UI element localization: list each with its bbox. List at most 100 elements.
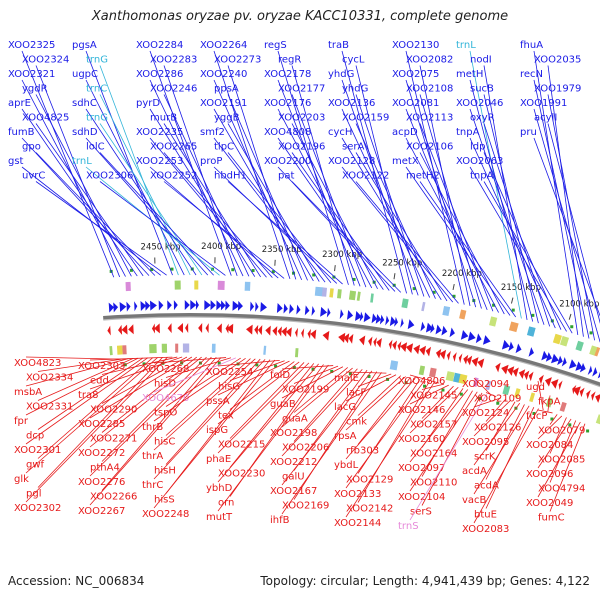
tick-label: 2200 kbp bbox=[442, 269, 482, 279]
gene-label: XOO2206 bbox=[282, 443, 329, 454]
gene-label: pgsA bbox=[72, 40, 97, 51]
gene-arrow bbox=[458, 353, 463, 364]
gene-arrow bbox=[368, 336, 373, 347]
gene-label: pthA4 bbox=[90, 463, 120, 474]
leader-line bbox=[229, 360, 285, 381]
leader-line bbox=[229, 363, 315, 468]
gene-arrow bbox=[265, 325, 271, 336]
gene-label: XOO1979 bbox=[534, 84, 581, 95]
gene-label: XOO2079 bbox=[538, 426, 585, 437]
gene-arrow bbox=[220, 300, 226, 311]
gene-arrow bbox=[394, 316, 399, 327]
leader-line bbox=[405, 166, 511, 316]
gene-label: orn bbox=[218, 498, 234, 509]
leader-line bbox=[277, 137, 384, 290]
gene-label: tnpA bbox=[456, 127, 480, 138]
gene-label: XOO2254 bbox=[206, 367, 253, 378]
gene-label: folD bbox=[270, 370, 290, 381]
leader-line bbox=[473, 397, 502, 408]
leader-line bbox=[227, 181, 343, 285]
gene-label: XOO4806 bbox=[398, 376, 445, 387]
gene-label: XOO2199 bbox=[282, 385, 329, 396]
gene-label: glk bbox=[14, 474, 29, 485]
gene-arrow bbox=[586, 389, 591, 400]
leader-line bbox=[293, 371, 378, 500]
leader-line bbox=[547, 123, 600, 324]
leader-line bbox=[101, 356, 198, 433]
dot-mark bbox=[330, 369, 334, 373]
leader-line bbox=[405, 79, 477, 308]
gene-label: XOO2081 bbox=[392, 98, 439, 109]
gene-arrow bbox=[107, 325, 111, 336]
gene-label: XOO2167 bbox=[270, 486, 317, 497]
gene-label: XOO2108 bbox=[406, 84, 453, 95]
gene-label: ppsA bbox=[214, 84, 239, 95]
cog-block bbox=[401, 298, 409, 309]
leader-line bbox=[547, 65, 584, 337]
gene-arrow bbox=[307, 328, 311, 339]
gene-arrow bbox=[348, 333, 354, 344]
gene-label: XOO2145 bbox=[410, 391, 457, 402]
dot-mark bbox=[452, 294, 456, 298]
leader-line bbox=[217, 361, 300, 425]
gene-label: ybdL bbox=[334, 460, 359, 471]
dot-mark bbox=[441, 388, 445, 392]
gene-arrow bbox=[119, 301, 127, 312]
leader-line bbox=[229, 361, 295, 410]
gene-label: XOO2324 bbox=[22, 55, 69, 66]
gene-label: XOO2083 bbox=[462, 524, 509, 535]
dot-mark bbox=[150, 268, 154, 272]
dot-mark bbox=[129, 268, 133, 272]
gene-arrow bbox=[477, 358, 485, 369]
cog-block bbox=[442, 305, 451, 317]
cog-block bbox=[458, 373, 468, 385]
gene-label: XOO2178 bbox=[264, 69, 311, 80]
leader-line bbox=[483, 65, 528, 321]
leader-line bbox=[25, 357, 139, 416]
dot-mark bbox=[251, 269, 255, 273]
gene-arrow bbox=[281, 326, 287, 337]
gene-arrow bbox=[320, 306, 328, 317]
summary-label: Topology: circular; Length: 4,941,439 bp… bbox=[260, 574, 590, 588]
leader-line bbox=[37, 357, 144, 430]
gene-arrow bbox=[430, 323, 435, 334]
gene-arrow bbox=[592, 366, 598, 377]
cog-block bbox=[472, 377, 479, 387]
gene-arrow bbox=[419, 345, 427, 356]
gene-arrow bbox=[126, 301, 131, 312]
cog-block bbox=[594, 347, 600, 357]
leader-line bbox=[101, 356, 178, 375]
leader-line bbox=[35, 94, 132, 277]
gene-label: scrK bbox=[474, 452, 496, 463]
leader-line bbox=[163, 94, 250, 277]
cog-block bbox=[348, 290, 357, 301]
gene-label: pyrD bbox=[136, 98, 160, 109]
gene-label: mutT bbox=[206, 512, 233, 523]
gene-label: XOO2144 bbox=[334, 518, 381, 529]
gene-arrow bbox=[371, 313, 378, 324]
gene-arrow bbox=[376, 337, 382, 348]
leader-line bbox=[165, 357, 241, 407]
gene-label: uvrC bbox=[22, 171, 45, 182]
gene-arrow bbox=[145, 300, 151, 311]
gene-arrow bbox=[528, 347, 534, 357]
leader-line bbox=[217, 360, 290, 396]
leader-line bbox=[277, 166, 396, 292]
dot-mark bbox=[511, 308, 515, 312]
gene-arrow bbox=[518, 369, 526, 379]
gene-label: proP bbox=[200, 156, 222, 167]
gene-label: thrC bbox=[142, 480, 163, 491]
gene-arrow bbox=[257, 325, 263, 336]
gene-label: yggB bbox=[214, 113, 240, 124]
gene-label: cycH bbox=[328, 127, 352, 138]
leader-line bbox=[421, 390, 473, 477]
leader-line bbox=[213, 108, 314, 282]
gene-arrow bbox=[587, 365, 593, 375]
gene-label: XOO2133 bbox=[334, 489, 381, 500]
gene-label: XOO2159 bbox=[342, 113, 389, 124]
gene-label: XOO2097 bbox=[398, 463, 445, 474]
cog-block bbox=[459, 309, 467, 320]
gene-arrow bbox=[210, 300, 216, 311]
gene-arrow bbox=[545, 352, 552, 362]
leader-line bbox=[421, 388, 464, 448]
